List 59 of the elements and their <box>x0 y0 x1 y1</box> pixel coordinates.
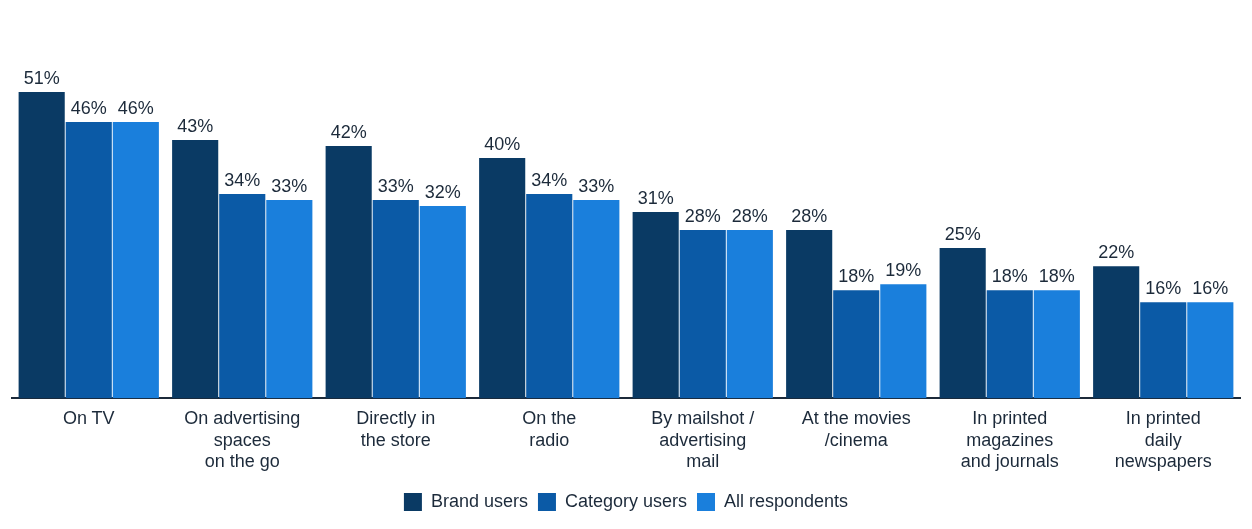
x-tick-label: In printed daily newspapers <box>1114 407 1212 472</box>
data-label: 32% <box>424 182 461 203</box>
data-label: 42% <box>330 122 367 143</box>
data-label: 18% <box>991 266 1028 287</box>
bar <box>1093 266 1140 399</box>
data-label: 51% <box>23 68 60 88</box>
bar <box>833 290 880 399</box>
bar <box>419 206 466 399</box>
data-label: 28% <box>731 206 768 227</box>
bar <box>880 284 927 399</box>
data-label: 34% <box>224 170 261 191</box>
data-label: 46% <box>117 98 154 119</box>
data-label: 43% <box>177 116 214 137</box>
bar <box>18 92 65 399</box>
data-label: 18% <box>1038 266 1075 287</box>
data-label: 31% <box>637 188 674 209</box>
data-label: 18% <box>838 266 875 287</box>
bar <box>479 158 526 399</box>
bar <box>372 200 419 399</box>
data-label: 33% <box>271 176 308 197</box>
bar <box>1187 302 1234 399</box>
data-label: 33% <box>578 176 615 197</box>
bar <box>786 230 833 399</box>
bar <box>526 194 573 399</box>
bar <box>112 122 159 399</box>
bar <box>266 200 313 399</box>
bar <box>1033 290 1080 399</box>
data-label: 33% <box>377 176 414 197</box>
x-tick-label: On advertising spaces on the go <box>184 407 301 472</box>
x-tick-label: On the radio <box>522 407 577 450</box>
bar <box>939 248 986 399</box>
bar <box>1140 302 1187 399</box>
bar <box>632 212 679 399</box>
x-tick-label: In printed magazines and journals <box>960 407 1059 472</box>
legend-label: Brand users <box>430 490 528 511</box>
data-label: 34% <box>531 170 568 191</box>
x-tick-label: Directly in the store <box>356 407 436 450</box>
legend-label: All respondents <box>724 490 849 511</box>
data-label: 22% <box>1098 242 1135 263</box>
x-tick-label: By mailshot / advertising mail <box>651 407 755 472</box>
bar <box>986 290 1033 399</box>
data-label: 16% <box>1145 278 1182 299</box>
data-label: 28% <box>791 206 828 227</box>
data-label: 19% <box>885 260 922 281</box>
x-tick-label: On TV <box>62 407 115 428</box>
data-label: 28% <box>684 206 721 227</box>
bar <box>172 140 219 399</box>
data-label: 16% <box>1192 278 1229 299</box>
bar <box>325 146 372 399</box>
data-label: 40% <box>484 134 521 155</box>
data-label: 25% <box>944 224 981 245</box>
data-label: 46% <box>70 98 107 119</box>
bar <box>219 194 266 399</box>
bar <box>726 230 773 399</box>
bar <box>573 200 620 399</box>
bar <box>679 230 726 399</box>
x-tick-label: At the movies /cinema <box>801 407 911 450</box>
legend-label: Category users <box>564 490 688 511</box>
bar <box>65 122 112 399</box>
